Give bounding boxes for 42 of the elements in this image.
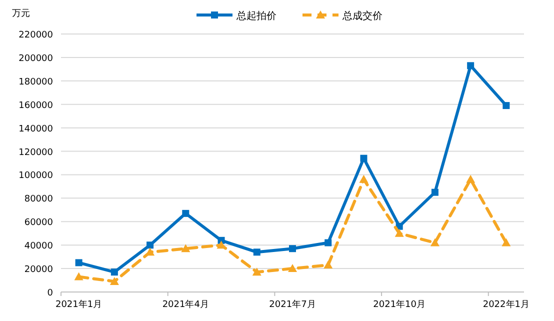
x-tick-label: 2021年4月 [162,299,209,310]
y-axis-title: 万元 [12,8,30,19]
x-tick-label: 2021年10月 [373,299,426,310]
point [324,239,332,246]
y-tick-label: 100000 [18,171,54,182]
y-tick-label: 80000 [24,194,54,205]
point [253,248,260,256]
y-tick-label: 120000 [18,148,54,158]
point [110,276,119,285]
point [430,238,440,246]
x-tick-label: 2021年1月 [55,299,102,310]
legend-label: 总成交价 [342,10,382,22]
x-tick-label: 2021年7月 [269,299,316,310]
x-tick-label: 2022年1月 [482,299,530,310]
point [252,268,262,276]
point [394,228,404,237]
point [181,244,190,252]
y-tick-label: 160000 [18,100,54,111]
y-tick-label: 0 [47,288,54,298]
y-tick-label: 220000 [18,30,54,40]
point [467,62,474,70]
point [146,242,154,249]
point [502,102,510,110]
point [288,264,297,272]
y-tick-label: 180000 [18,77,54,88]
point [359,174,368,183]
point [289,245,296,252]
point [75,259,82,266]
y-tick-label: 20000 [24,265,54,276]
point [182,210,190,217]
y-tick-label: 200000 [18,54,54,64]
point [360,154,368,162]
point [431,188,438,196]
point [110,268,118,276]
legend-label: 总起拍价 [236,10,276,22]
y-tick-label: 140000 [18,124,54,134]
point [502,238,511,246]
point [466,174,476,183]
point [74,272,84,280]
y-tick-label: 40000 [24,242,54,252]
point [324,260,333,269]
y-tick-label: 60000 [24,218,54,228]
